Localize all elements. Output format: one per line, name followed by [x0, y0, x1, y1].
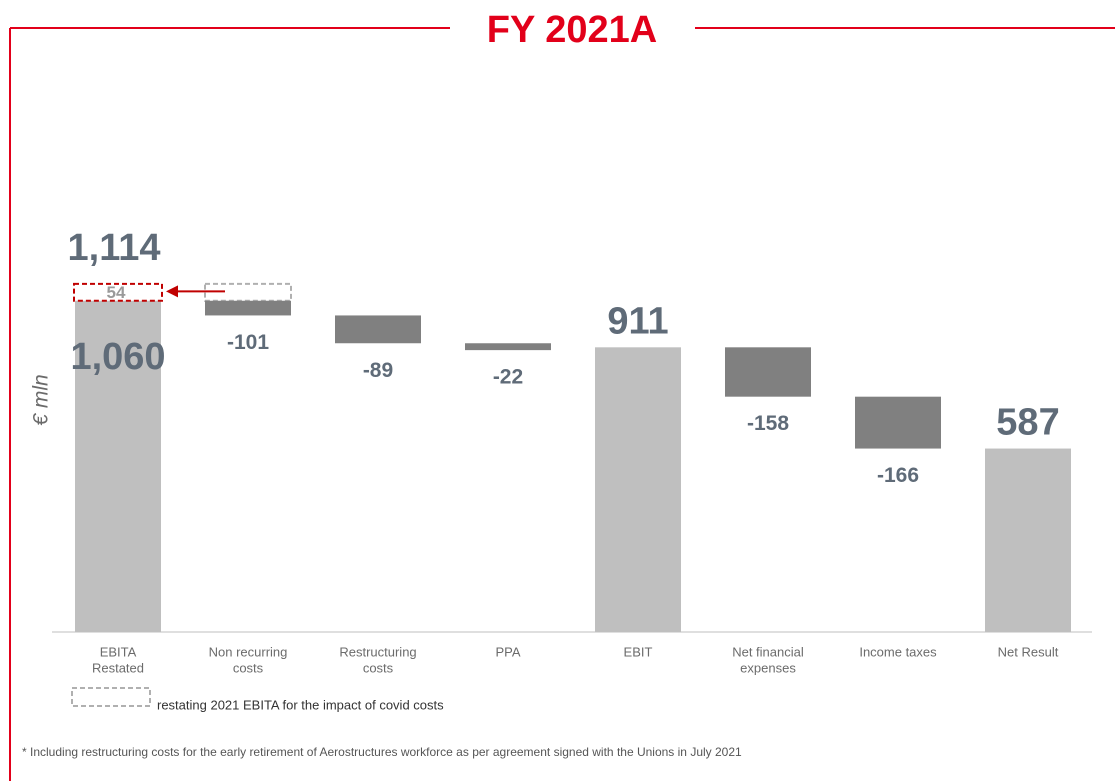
delta-bar: [725, 347, 811, 397]
x-tick-label: Net financial: [732, 644, 804, 659]
value-label: 587: [996, 402, 1059, 444]
total-label: 1,114: [68, 227, 161, 269]
value-label: -158: [747, 412, 789, 435]
delta-bar: [855, 396, 941, 449]
x-tick-label: Restated: [92, 660, 144, 675]
value-label: -101: [227, 331, 269, 354]
x-tick-label: PPA: [495, 644, 520, 659]
x-tick-label: EBITA: [100, 644, 137, 659]
y-axis-label: € mln: [30, 374, 53, 425]
delta-bar: [465, 343, 551, 351]
footnote: * Including restructuring costs for the …: [22, 745, 742, 759]
x-tick-label: Net Result: [998, 644, 1059, 659]
x-tick-label: expenses: [740, 660, 796, 675]
value-label: -166: [877, 464, 919, 487]
x-tick-label: costs: [233, 660, 264, 675]
x-tick-label: Income taxes: [859, 644, 937, 659]
delta-bar: [335, 315, 421, 344]
x-tick-label: Restructuring: [339, 644, 416, 659]
value-label: 1,060: [70, 336, 165, 378]
legend-label: restating 2021 EBITA for the impact of c…: [157, 697, 444, 712]
arrow-head: [166, 285, 178, 298]
chart-title: FY 2021A: [487, 9, 657, 51]
value-label: -89: [363, 359, 393, 382]
legend-swatch: [71, 687, 151, 707]
adjustment-box: [73, 282, 163, 302]
adjustment-label: 54: [107, 283, 126, 302]
value-label: -22: [493, 366, 523, 389]
total-bar: [75, 300, 161, 632]
total-bar: [985, 448, 1071, 632]
total-bar: [595, 347, 681, 632]
value-label: 911: [607, 300, 668, 342]
x-tick-label: costs: [363, 660, 394, 675]
delta-bar: [205, 300, 291, 316]
x-tick-label: EBIT: [624, 644, 653, 659]
x-tick-label: Non recurring: [209, 644, 288, 659]
